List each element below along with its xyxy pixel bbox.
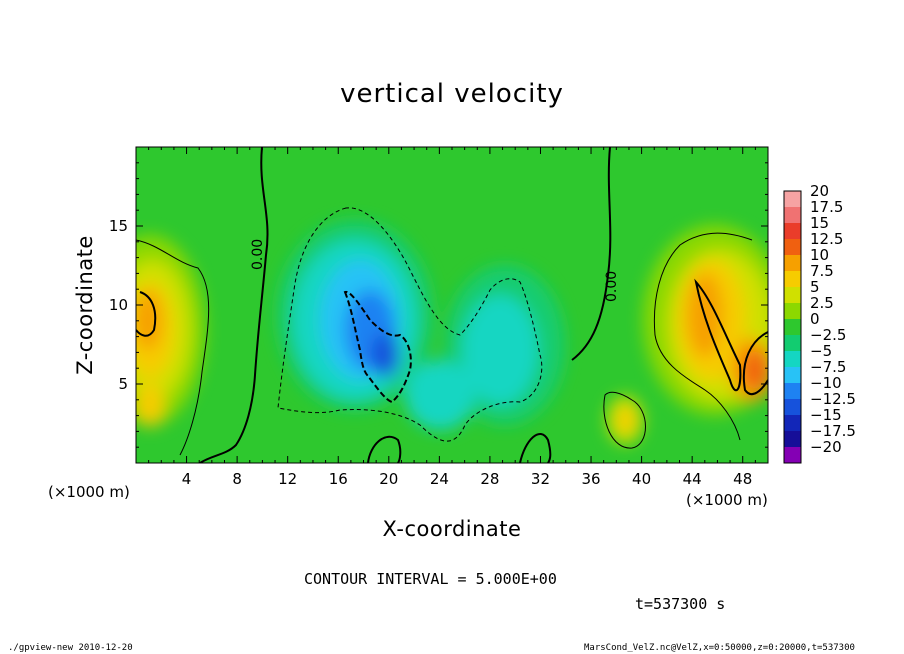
time-text: t=537300 s	[635, 595, 725, 613]
colorbar-swatch	[784, 415, 801, 432]
footer-right: MarsCond_VelZ.nc@VelZ,x=0:50000,z=0:2000…	[584, 643, 855, 653]
x-tick-label: 28	[480, 470, 499, 488]
contour-lines	[136, 147, 768, 463]
y-axis-ticks: 5 10 15	[109, 162, 768, 448]
colorbar-swatch	[784, 367, 801, 384]
colorbar: 2017.51512.5107.552.50−2.5−5−7.5−10−12.5…	[783, 182, 856, 464]
x-tick-label: 20	[379, 470, 398, 488]
colorbar-swatch	[784, 223, 801, 240]
x-tick-label: 24	[430, 470, 449, 488]
colorbar-label: 5	[810, 278, 820, 296]
colorbar-swatch	[784, 191, 801, 208]
x-tick-label: 44	[683, 470, 702, 488]
footer-left: ./gpview-new 2010-12-20	[8, 643, 133, 653]
colorbar-label: −10	[810, 374, 842, 392]
colorbar-label: −12.5	[810, 390, 856, 408]
colorbar-swatch	[784, 287, 801, 304]
contour-label: 0.00	[604, 271, 620, 302]
colorbar-label: 2.5	[810, 294, 834, 312]
x-tick-label: 40	[632, 470, 651, 488]
x-axis-label: X-coordinate	[383, 517, 522, 541]
colorbar-swatch	[784, 335, 801, 352]
colorbar-swatch	[784, 447, 801, 464]
colorbar-label: 12.5	[810, 230, 843, 248]
colorbar-label: −2.5	[810, 326, 846, 344]
x-tick-label: 16	[329, 470, 348, 488]
colorbar-swatch	[784, 271, 801, 288]
colorbar-swatch	[784, 383, 801, 400]
y-tick-label: 5	[118, 375, 128, 393]
x-axis-ticks: 4 8 12 16 20 24 28 32 36 40 44 48	[148, 147, 756, 488]
y-axis-label: Z-coordinate	[73, 235, 97, 375]
y-tick-label: 15	[109, 217, 128, 235]
x-unit-label-left: (×1000 m)	[48, 483, 130, 501]
x-tick-label: 8	[232, 470, 242, 488]
colorbar-swatch	[784, 207, 801, 224]
colorbar-label: 15	[810, 214, 829, 232]
colorbar-label: −5	[810, 342, 832, 360]
contour-interval-text: CONTOUR INTERVAL = 5.000E+00	[304, 570, 557, 588]
x-tick-label: 4	[182, 470, 192, 488]
colorbar-swatch	[784, 399, 801, 416]
colorbar-swatch	[784, 255, 801, 272]
x-tick-label: 32	[531, 470, 550, 488]
colorbar-swatch	[784, 239, 801, 256]
colorbar-label: −20	[810, 438, 842, 456]
colorbar-label: −15	[810, 406, 842, 424]
x-unit-label-right: (×1000 m)	[686, 491, 768, 509]
x-tick-label: 48	[733, 470, 752, 488]
colorbar-label: 7.5	[810, 262, 834, 280]
colorbar-swatch	[784, 351, 801, 368]
colorbar-label: 0	[810, 310, 820, 328]
colorbar-swatch	[784, 319, 801, 336]
colorbar-swatch	[784, 303, 801, 320]
contour-label: 0.00	[250, 239, 266, 270]
colorbar-label: 17.5	[810, 198, 843, 216]
colorbar-label: 20	[810, 182, 829, 200]
colorbar-swatch	[784, 431, 801, 448]
y-tick-label: 10	[109, 296, 128, 314]
x-tick-label: 36	[581, 470, 600, 488]
colorbar-label: −17.5	[810, 422, 856, 440]
colorbar-frame	[783, 190, 802, 464]
x-tick-label: 12	[278, 470, 297, 488]
colorbar-label: 10	[810, 246, 829, 264]
colorbar-label: −7.5	[810, 358, 846, 376]
velocity-field	[136, 147, 768, 463]
chart-title: vertical velocity	[340, 79, 564, 109]
